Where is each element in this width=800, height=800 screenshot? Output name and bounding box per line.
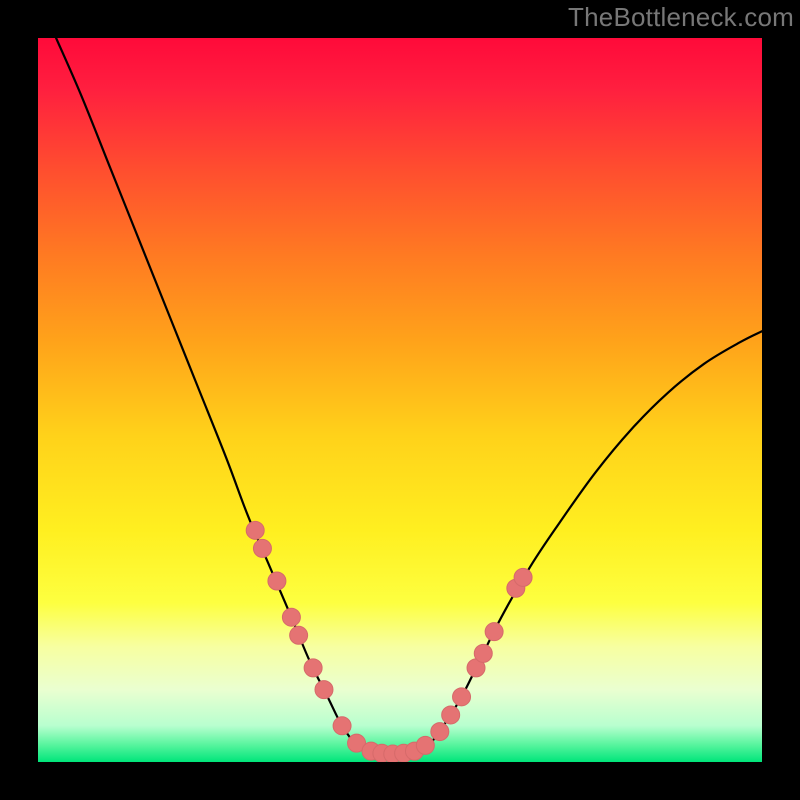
data-marker (253, 539, 271, 557)
data-marker (315, 681, 333, 699)
bottleneck-curve (56, 38, 762, 755)
data-marker (485, 623, 503, 641)
plot-area (38, 38, 762, 762)
data-marker (282, 608, 300, 626)
data-marker (304, 659, 322, 677)
data-marker (246, 521, 264, 539)
data-marker (442, 706, 460, 724)
data-marker (416, 736, 434, 754)
data-marker (333, 717, 351, 735)
watermark-text: TheBottleneck.com (568, 2, 794, 33)
plot-svg (38, 38, 762, 762)
chart-stage: TheBottleneck.com (0, 0, 800, 800)
data-marker (431, 723, 449, 741)
data-marker (514, 568, 532, 586)
data-marker (290, 626, 308, 644)
data-marker (474, 644, 492, 662)
data-marker (453, 688, 471, 706)
data-marker (268, 572, 286, 590)
